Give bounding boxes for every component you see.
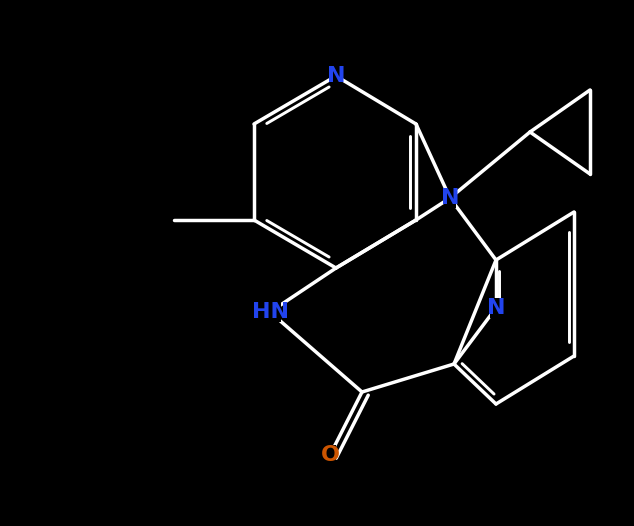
FancyBboxPatch shape (444, 188, 456, 208)
FancyBboxPatch shape (259, 302, 281, 322)
Text: O: O (321, 445, 339, 465)
FancyBboxPatch shape (330, 66, 342, 86)
Text: N: N (327, 66, 346, 86)
FancyBboxPatch shape (324, 445, 336, 465)
Text: N: N (487, 298, 505, 318)
Text: N: N (441, 188, 459, 208)
FancyBboxPatch shape (490, 298, 502, 318)
Text: HN: HN (252, 302, 288, 322)
